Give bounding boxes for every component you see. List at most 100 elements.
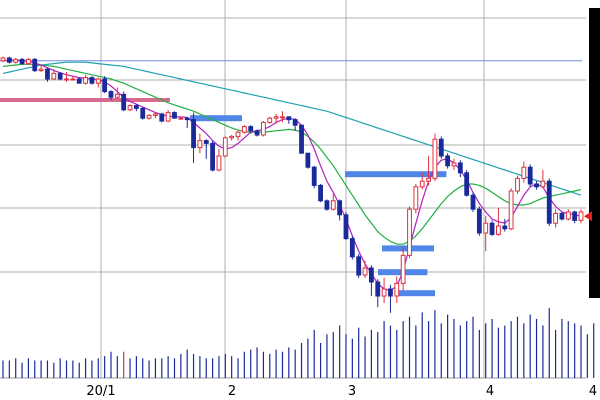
candle	[578, 209, 584, 224]
candle-body-down	[502, 225, 508, 230]
candle	[489, 220, 495, 236]
candle	[19, 58, 25, 65]
moving-averages	[2, 59, 582, 292]
candle-body-up	[70, 78, 76, 81]
candle	[318, 184, 323, 203]
candle	[299, 124, 304, 154]
candle	[13, 58, 19, 64]
candle	[229, 135, 235, 141]
candle	[292, 118, 298, 131]
candle-body-up	[496, 225, 501, 235]
candle	[419, 172, 425, 190]
candle-body-up	[83, 77, 88, 84]
candle-body-up	[553, 212, 558, 224]
candle	[70, 76, 76, 81]
candle-body-down	[299, 124, 304, 154]
candle-body-down	[133, 105, 139, 109]
candle	[197, 133, 203, 154]
candle	[368, 265, 374, 296]
candle-body-up	[0, 57, 6, 62]
candlesticks	[0, 56, 584, 313]
candle	[83, 74, 88, 85]
candle	[38, 65, 44, 72]
candle	[261, 121, 266, 137]
candle-body-up	[426, 177, 431, 182]
candle	[476, 206, 482, 236]
candle-body-down	[286, 116, 292, 121]
candle	[286, 116, 292, 124]
candle-body-down	[159, 113, 165, 122]
candle-body-up	[261, 121, 266, 136]
candle	[527, 164, 533, 187]
current-price-marker	[584, 8, 600, 298]
candle-body-down	[292, 119, 298, 126]
candle-body-down	[210, 142, 216, 171]
candle-body-up	[521, 166, 527, 179]
candle-body-up	[13, 58, 19, 63]
candle	[210, 140, 216, 172]
candle-body-up	[273, 116, 279, 119]
candle-body-up	[178, 117, 184, 120]
candle-body-up	[267, 117, 273, 123]
candle-body-up	[400, 254, 406, 284]
candle	[191, 112, 196, 163]
ma-long-line	[2, 61, 582, 196]
candle-body-up	[381, 288, 387, 297]
ma-short-line	[2, 59, 582, 292]
candle-body-up	[197, 140, 203, 149]
candle-body-down	[368, 267, 374, 283]
candle	[114, 87, 120, 99]
candle	[184, 116, 190, 128]
candle-body-down	[102, 78, 108, 93]
candle	[343, 212, 349, 240]
candle-body-down	[438, 138, 444, 157]
candle-body-down	[89, 77, 95, 84]
candle-body-up	[419, 180, 425, 188]
candle-body-up	[508, 190, 514, 230]
candle-body-up	[540, 180, 546, 188]
candle	[235, 130, 241, 141]
candle	[356, 254, 362, 278]
candle	[407, 206, 412, 259]
candle	[165, 109, 171, 123]
candle	[464, 170, 470, 197]
candle	[153, 112, 158, 119]
right-panel	[589, 8, 600, 298]
candle	[534, 181, 539, 190]
candle-body-up	[64, 78, 69, 81]
candle-body-down	[476, 208, 482, 234]
candle-body-up	[483, 222, 489, 234]
candle	[89, 76, 95, 85]
candle-body-down	[337, 200, 343, 216]
ma-mid-line	[2, 63, 582, 245]
candle-body-up	[38, 68, 44, 72]
candle	[521, 161, 527, 183]
candle	[140, 107, 146, 120]
volume-profile-bars	[190, 115, 447, 297]
candle	[127, 104, 133, 112]
candle	[267, 116, 273, 124]
candle-body-down	[311, 166, 317, 186]
candle	[426, 156, 431, 186]
candle	[470, 192, 476, 212]
candle	[280, 111, 285, 123]
candle-body-up	[95, 78, 101, 84]
candle	[438, 136, 444, 159]
candle-body-down	[6, 57, 12, 63]
volume-profile-bar	[345, 171, 447, 178]
candle	[413, 184, 419, 214]
candle-body-up	[515, 177, 520, 192]
candle-body-up	[229, 135, 235, 139]
candle	[248, 125, 254, 134]
candle	[95, 77, 101, 88]
candle-body-up	[222, 137, 228, 157]
candle-body-up	[235, 131, 241, 137]
volume-profile-bar	[190, 115, 242, 122]
candle-body-up	[51, 72, 57, 80]
candle	[572, 210, 578, 224]
candle	[102, 76, 108, 93]
x-tick-label: 4	[486, 384, 494, 399]
candle	[508, 188, 514, 231]
candle-body-down	[489, 222, 495, 235]
candle	[502, 219, 508, 232]
